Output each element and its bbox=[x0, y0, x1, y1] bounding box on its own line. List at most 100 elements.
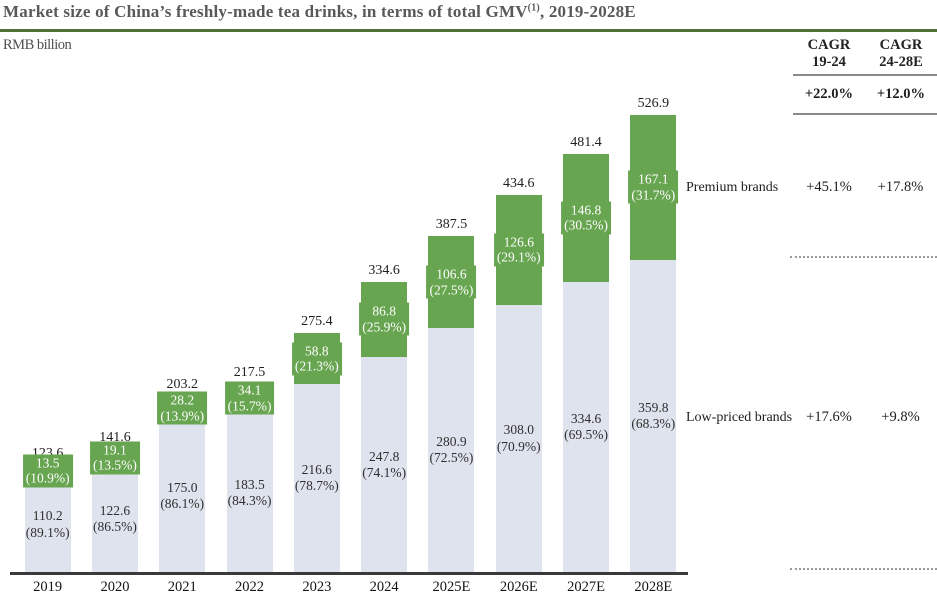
bar-2019: 123.613.5(10.9%)110.2(89.1%) bbox=[22, 446, 73, 573]
premium-segment-label: 28.2 (13.9%) bbox=[157, 391, 208, 425]
bar-segment-low-priced: 122.6 (86.5%) bbox=[91, 466, 138, 573]
premium-share: (10.9%) bbox=[25, 470, 70, 486]
premium-share: (27.5%) bbox=[429, 282, 474, 298]
premium-share: (13.9%) bbox=[160, 408, 205, 424]
premium-segment-label: 19.1 (13.5%) bbox=[90, 441, 140, 475]
premium-share: (13.5%) bbox=[93, 457, 137, 473]
bar-segment-low-priced: 280.9 (72.5%) bbox=[428, 328, 475, 573]
low-priced-value: 110.2 bbox=[32, 508, 63, 524]
total-value-label: 203.2 bbox=[166, 376, 199, 392]
premium-value: 146.8 bbox=[570, 202, 602, 218]
premium-segment-label: 126.6 (29.1%) bbox=[493, 233, 544, 267]
x-axis-tick-2024: 2024 bbox=[369, 579, 399, 595]
bar-2020: 141.6 19.1 (13.5%) 122.6 (86.5%) bbox=[90, 430, 140, 573]
premium-segment-label: 167.1 (31.7%) bbox=[628, 170, 679, 204]
low-priced-value: 122.6 bbox=[99, 503, 131, 519]
low-priced-value: 308.0 bbox=[503, 422, 534, 438]
cagr-header-line: CAGR bbox=[879, 37, 923, 53]
premium-value: 28.2 bbox=[170, 392, 195, 408]
premium-brands-label: Premium brands bbox=[686, 179, 779, 195]
bar-2023: 275.4 58.8 (21.3%) 216.6 (78.7%) bbox=[291, 314, 342, 573]
low-priced-value: 175.0 bbox=[167, 480, 198, 496]
cagr-total-24-28e: +12.0% bbox=[876, 86, 926, 102]
low-priced-value: 183.5 bbox=[234, 476, 265, 492]
premium-segment-label: 86.8 (25.9%) bbox=[359, 302, 410, 336]
premium-segment-label: 106.6 (27.5%) bbox=[426, 265, 477, 299]
total-value-label: 526.9 bbox=[637, 95, 670, 111]
x-axis-tick-2027E: 2027E bbox=[567, 579, 605, 595]
premium-share: (29.1%) bbox=[496, 249, 541, 265]
x-axis-tick-2022: 2022 bbox=[235, 579, 265, 595]
bar-2022: 217.5 34.1 (15.7%) 183.5 (84.3%) bbox=[224, 365, 275, 573]
cagr-header-line: CAGR bbox=[807, 37, 851, 53]
premium-segment-label: 146.8 (30.5%) bbox=[561, 201, 611, 235]
low-priced-value: 334.6 bbox=[570, 410, 602, 426]
premium-segment-label: 13.5 (10.9%) bbox=[22, 454, 73, 488]
series-row-premium-brands: Premium brands +45.1% +17.8% bbox=[686, 179, 937, 196]
x-axis-tick-2025E: 2025E bbox=[432, 579, 471, 595]
cagr-total-19-24: +22.0% bbox=[804, 86, 854, 102]
cagr-column-header-24-28e: CAGR 24-28E bbox=[865, 37, 937, 70]
total-value-label: 481.4 bbox=[570, 135, 602, 151]
premium-value: 19.1 bbox=[103, 442, 127, 458]
low-priced-share: (69.5%) bbox=[564, 427, 608, 443]
bar-segment-premium: 19.1 (13.5%) bbox=[90, 441, 140, 475]
cagr-header-line: 24-28E bbox=[879, 53, 923, 70]
series-row-low-priced-brands: Low-priced brands +17.6% +9.8% bbox=[686, 409, 937, 426]
premium-value: 167.1 bbox=[638, 171, 669, 187]
bar-segment-low-priced: 216.6 (78.7%) bbox=[293, 384, 340, 573]
premium-value: 86.8 bbox=[372, 303, 396, 319]
premium-share: (31.7%) bbox=[631, 187, 676, 203]
low-priced-value: 280.9 bbox=[436, 434, 467, 450]
low-priced-cagr-19-24: +17.6% bbox=[806, 409, 852, 425]
low-priced-share: (84.3%) bbox=[227, 492, 272, 508]
low-priced-share: (86.5%) bbox=[93, 519, 137, 535]
title-years: , 2019-2028E bbox=[539, 2, 636, 21]
bar-segment-low-priced: 183.5 (84.3%) bbox=[226, 413, 273, 573]
low-priced-brands-label: Low-priced brands bbox=[686, 409, 793, 425]
x-axis-tick-2023: 2023 bbox=[302, 579, 332, 595]
premium-value: 13.5 bbox=[35, 455, 60, 471]
bar-2024: 334.6 86.8 (25.9%) 247.8 (74.1%) bbox=[359, 263, 410, 573]
bar-segment-premium: 28.2 (13.9%) bbox=[157, 391, 208, 425]
cagr-table-header: CAGR 19-24 CAGR 24-28E bbox=[793, 37, 937, 70]
cagr-column-header-19-24: CAGR 19-24 bbox=[793, 37, 865, 70]
total-value-label: 217.5 bbox=[233, 364, 266, 380]
bar-segment-premium: 106.6 (27.5%) bbox=[426, 235, 477, 329]
total-value-label: 387.5 bbox=[435, 216, 468, 232]
cagr-header-line: 19-24 bbox=[812, 53, 846, 70]
low-priced-share: (89.1%) bbox=[25, 524, 70, 540]
y-axis-unit-label: RMB billion bbox=[3, 37, 72, 53]
title-text: Market size of China’s freshly-made tea … bbox=[3, 2, 528, 21]
bar-segment-premium: 86.8 (25.9%) bbox=[359, 281, 410, 358]
low-priced-share: (68.3%) bbox=[631, 416, 676, 432]
bar-segment-premium: 13.5 (10.9%) bbox=[22, 454, 73, 488]
premium-value: 106.6 bbox=[436, 266, 467, 282]
x-axis-tick-2026E: 2026E bbox=[499, 579, 538, 595]
bar-segment-premium: 58.8 (21.3%) bbox=[291, 333, 342, 385]
low-priced-cagr-24-28e: +9.8% bbox=[881, 409, 920, 425]
total-value-label: 334.6 bbox=[368, 262, 400, 278]
low-priced-share: (86.1%) bbox=[160, 496, 205, 512]
low-priced-value: 216.6 bbox=[301, 462, 333, 478]
premium-segment-label: 34.1 (15.7%) bbox=[224, 381, 275, 415]
cagr-separator-line-bottom bbox=[793, 113, 937, 115]
low-priced-share: (74.1%) bbox=[362, 464, 407, 480]
title-footnote-superscript: (1) bbox=[527, 2, 540, 14]
x-axis-tick-2028E: 2028E bbox=[634, 579, 673, 595]
x-axis-tick-2021: 2021 bbox=[167, 579, 197, 595]
total-value-label: 434.6 bbox=[503, 175, 535, 191]
low-priced-share: (70.9%) bbox=[496, 438, 541, 454]
premium-value: 58.8 bbox=[305, 343, 329, 359]
premium-share: (15.7%) bbox=[227, 398, 272, 414]
premium-cagr-19-24: +45.1% bbox=[806, 179, 852, 195]
premium-share: (30.5%) bbox=[564, 217, 608, 233]
bar-segment-low-priced: 359.8 (68.3%) bbox=[630, 259, 677, 573]
bar-2026E: 434.6 126.6 (29.1%) 308.0 (70.9%) bbox=[493, 176, 544, 573]
bar-segment-low-priced: 247.8 (74.1%) bbox=[361, 357, 408, 573]
page-title: Market size of China’s freshly-made tea … bbox=[3, 2, 933, 22]
bar-segment-low-priced: 308.0 (70.9%) bbox=[495, 304, 542, 573]
cagr-total-row: +22.0% +12.0% bbox=[793, 86, 937, 103]
cagr-separator-line-top bbox=[793, 74, 937, 76]
